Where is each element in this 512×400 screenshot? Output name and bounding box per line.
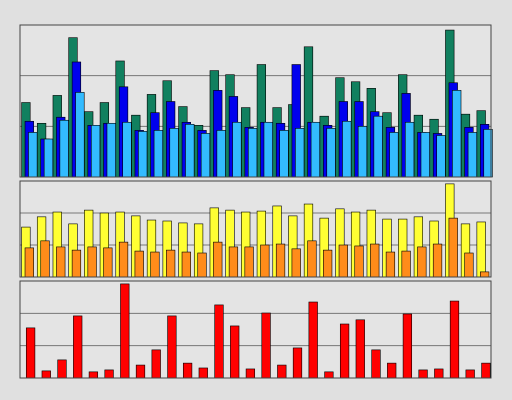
bar <box>197 252 207 278</box>
bar <box>434 368 444 379</box>
bar <box>292 347 303 379</box>
bar <box>432 243 443 278</box>
bar <box>357 126 368 178</box>
bar <box>476 221 486 278</box>
bar <box>373 115 383 178</box>
bar <box>371 349 381 379</box>
bar <box>275 243 286 278</box>
bar <box>134 250 144 278</box>
bar <box>182 362 193 379</box>
bar <box>355 319 365 379</box>
plot-border <box>19 180 492 278</box>
bar <box>420 132 430 178</box>
bar <box>87 246 97 278</box>
bar <box>104 369 114 379</box>
bar <box>232 121 242 178</box>
bar <box>467 132 478 178</box>
plot-border <box>19 280 492 379</box>
bar <box>417 246 427 278</box>
bar <box>57 359 67 379</box>
bar <box>308 301 318 379</box>
bar <box>263 121 273 178</box>
bar <box>153 130 164 178</box>
bar <box>200 133 211 178</box>
bar <box>481 362 491 379</box>
bar <box>228 246 239 278</box>
bar <box>118 241 129 278</box>
bar <box>135 364 146 379</box>
bar <box>387 362 397 379</box>
bar <box>418 369 428 379</box>
bar <box>181 251 191 278</box>
bar <box>247 128 258 178</box>
bar <box>166 249 176 278</box>
bar <box>138 131 148 178</box>
bar <box>291 248 301 278</box>
bar <box>404 121 415 178</box>
bar <box>401 250 411 278</box>
bar <box>449 300 460 379</box>
bar <box>56 246 66 278</box>
bar <box>43 138 54 178</box>
bar <box>370 243 380 278</box>
bar <box>59 119 69 178</box>
bar <box>90 125 101 178</box>
bar <box>185 124 195 178</box>
bar <box>436 135 446 178</box>
bar <box>216 130 226 178</box>
bar <box>310 121 321 178</box>
bar <box>214 304 224 379</box>
bar <box>213 241 223 278</box>
bar <box>324 371 334 379</box>
bar <box>25 327 36 379</box>
bar <box>73 315 83 379</box>
bar <box>279 130 289 178</box>
bar <box>480 271 490 278</box>
bar <box>230 325 240 379</box>
bar <box>71 249 82 278</box>
bar <box>342 120 352 178</box>
bar <box>448 217 458 278</box>
bar <box>464 252 474 278</box>
bar <box>120 283 130 379</box>
bar <box>88 371 99 379</box>
bar <box>326 128 336 178</box>
bar <box>167 315 177 379</box>
bar <box>103 247 113 278</box>
bar <box>465 369 475 379</box>
bar <box>260 244 270 278</box>
bar <box>339 323 350 379</box>
bar <box>452 90 462 178</box>
bar <box>24 247 34 278</box>
plot-border <box>19 24 492 178</box>
bar <box>323 249 333 278</box>
bar <box>40 240 50 278</box>
bar <box>41 370 51 379</box>
bar <box>122 121 132 178</box>
bar <box>385 251 396 278</box>
bar <box>338 244 348 278</box>
plot-area <box>20 281 491 378</box>
bar <box>354 245 364 278</box>
bar <box>106 122 116 178</box>
bar <box>245 368 256 379</box>
bar <box>261 312 271 379</box>
bar <box>75 92 85 178</box>
bar <box>198 367 208 379</box>
bar <box>28 132 38 178</box>
bar <box>150 251 160 278</box>
bar <box>389 132 399 178</box>
bar <box>307 240 317 278</box>
bar <box>169 128 179 178</box>
bar <box>244 246 254 278</box>
bar <box>277 364 287 379</box>
bar <box>151 349 161 379</box>
bar <box>402 313 413 379</box>
bar <box>295 128 305 178</box>
plot-area <box>20 181 491 277</box>
